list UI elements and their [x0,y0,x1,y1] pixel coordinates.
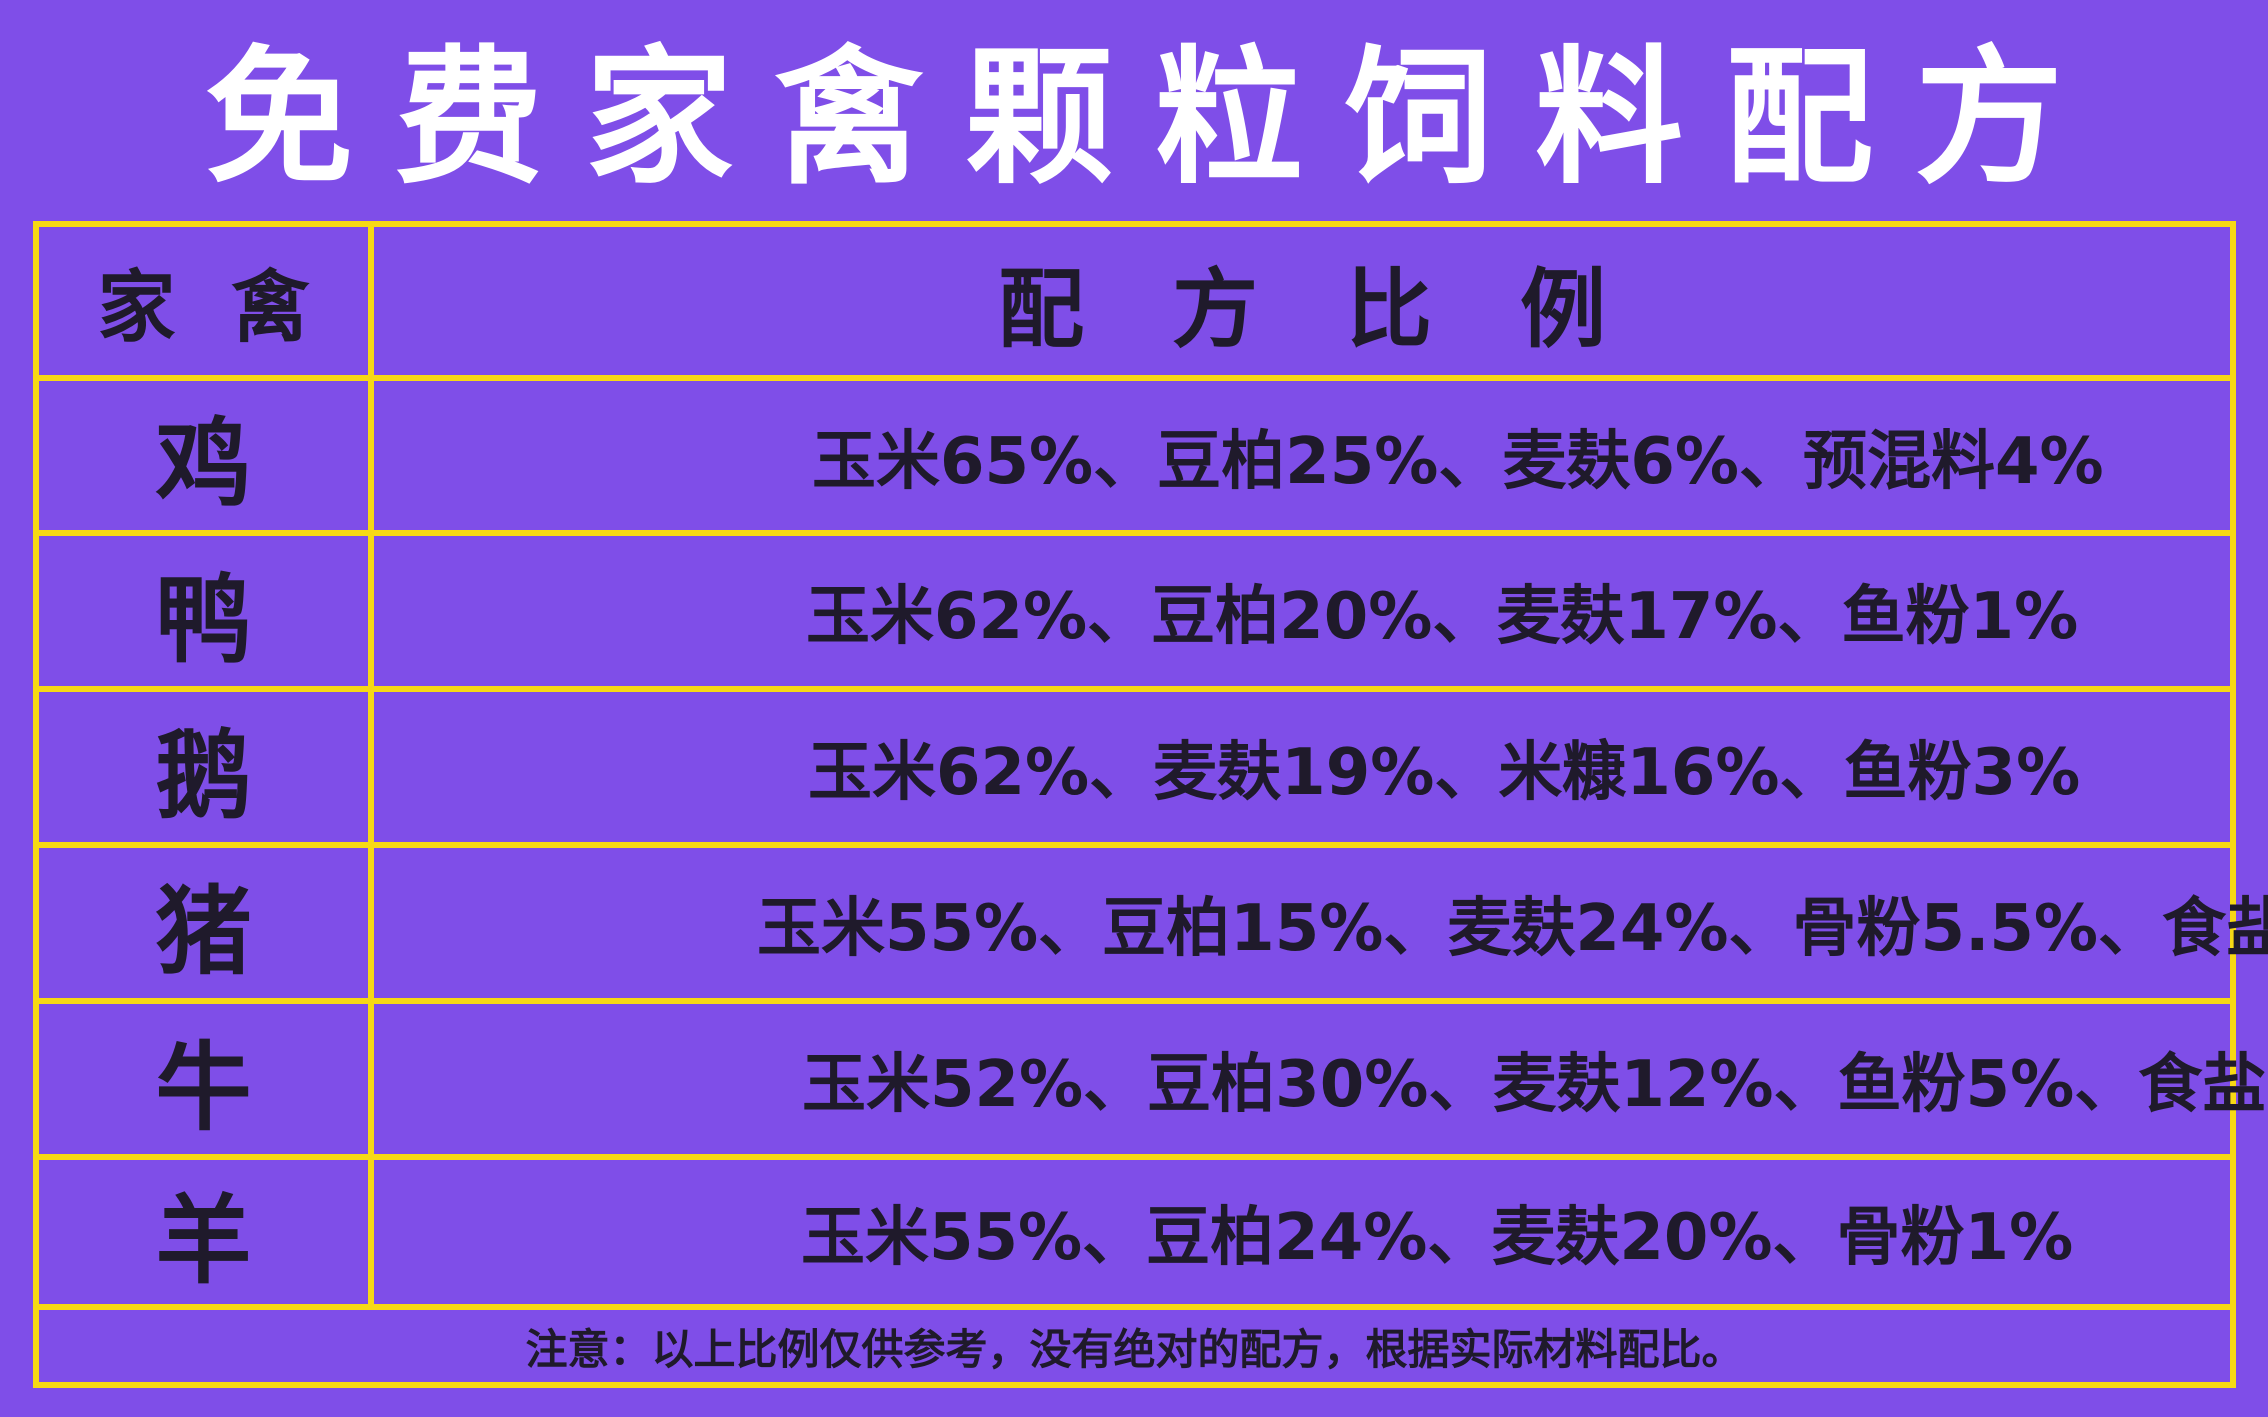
footnote: 注意：以上比例仅供参考，没有绝对的配方，根据实际材料配比。 [525,1324,1744,1374]
row-divider [39,1154,2230,1160]
row-divider [39,686,2230,692]
row-formula-sheep: 玉米55%、豆柏24%、麦麸20%、骨粉1% [801,1201,2074,1275]
formula-table: 家禽 配方比例 鸡 玉米65%、豆柏25%、麦麸6%、预混料4% 鸭 玉米62%… [33,221,2268,1388]
row-animal-chicken: 鸡 [155,408,252,520]
row-formula-duck: 玉米62%、豆柏20%、麦麸17%、鱼粉1% [806,580,2079,654]
row-formula-chicken: 玉米65%、豆柏25%、麦麸6%、预混料4% [812,424,2104,499]
row-divider [39,998,2230,1004]
row-formula-goose: 玉米62%、麦麸19%、米糠16%、鱼粉3% [808,736,2081,810]
row-divider [39,530,2230,536]
row-divider [39,1304,2230,1310]
header-animal: 家禽 [97,263,366,353]
row-formula-pig: 玉米55%、豆柏15%、麦麸24%、骨粉5.5%、食盐0.5% [757,892,2268,966]
page-title: 免费家禽颗粒饲料配方 [205,32,2105,204]
row-animal-cattle: 牛 [155,1031,252,1144]
row-animal-duck: 鸭 [155,563,252,676]
row-divider [39,842,2230,848]
row-animal-pig: 猪 [155,875,252,988]
row-divider [39,375,2230,381]
row-animal-sheep: 羊 [155,1184,252,1297]
header-formula: 配方比例 [998,259,1694,360]
row-animal-goose: 鹅 [155,719,252,832]
row-formula-cattle: 玉米52%、豆柏30%、麦麸12%、鱼粉5%、食盐1% [802,1048,2268,1122]
column-divider [368,227,374,1304]
